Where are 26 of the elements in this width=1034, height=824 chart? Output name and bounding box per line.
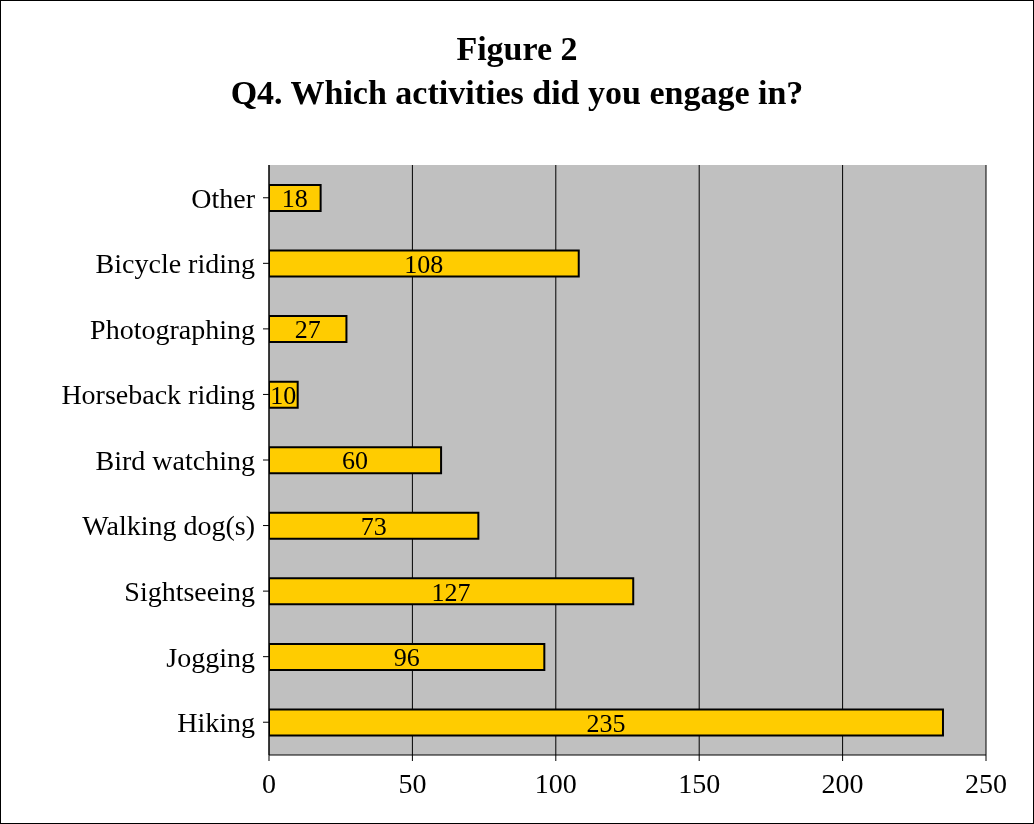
y-tick-label: Walking dog(s) [82, 510, 255, 542]
x-tick-label: 0 [262, 767, 276, 799]
data-label: 18 [281, 184, 308, 214]
y-tick-label: Bicycle riding [95, 248, 255, 280]
data-label: 10 [270, 380, 297, 410]
y-tick-label: Photographing [90, 313, 255, 345]
y-tick-label: Other [191, 182, 256, 214]
x-tick-label: 50 [398, 767, 427, 799]
x-tick-label: 100 [534, 767, 577, 799]
y-tick-label: Sightseeing [124, 576, 255, 608]
chart-subtitle: Q4. Which activities did you engage in? [229, 73, 805, 113]
data-label: 108 [404, 249, 444, 279]
data-label: 127 [431, 577, 471, 607]
x-tick-label: 250 [965, 767, 1007, 799]
data-label: 96 [393, 643, 420, 673]
y-tick-label: Bird watching [95, 444, 255, 476]
x-tick-label: 200 [821, 767, 864, 799]
y-tick-label: Horseback riding [61, 379, 255, 411]
data-label: 73 [360, 512, 387, 542]
chart-title: Figure 2 [455, 29, 579, 69]
data-label: 235 [586, 708, 626, 738]
x-tick-label: 150 [678, 767, 721, 799]
data-label: 27 [294, 315, 321, 345]
data-label: 60 [342, 446, 369, 476]
y-tick-label: Jogging [166, 641, 255, 673]
y-tick-label: Hiking [177, 707, 255, 739]
